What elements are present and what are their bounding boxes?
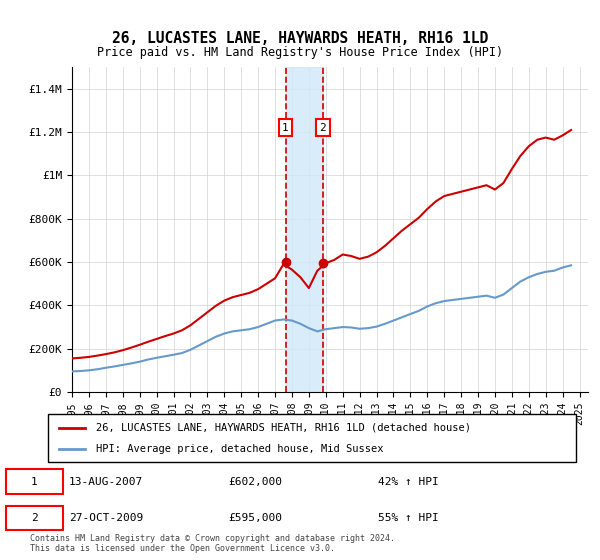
Text: 26, LUCASTES LANE, HAYWARDS HEATH, RH16 1LD: 26, LUCASTES LANE, HAYWARDS HEATH, RH16 … [112, 31, 488, 46]
Text: 2: 2 [31, 513, 38, 523]
Text: Contains HM Land Registry data © Crown copyright and database right 2024.
This d: Contains HM Land Registry data © Crown c… [30, 534, 395, 553]
Text: £595,000: £595,000 [228, 513, 282, 523]
Bar [286, 67, 323, 392]
Text: 26, LUCASTES LANE, HAYWARDS HEATH, RH16 1LD (detached house): 26, LUCASTES LANE, HAYWARDS HEATH, RH16 … [95, 423, 470, 433]
Text: £602,000: £602,000 [228, 477, 282, 487]
Text: 2: 2 [320, 123, 326, 133]
Text: 1: 1 [282, 123, 289, 133]
FancyBboxPatch shape [6, 506, 63, 530]
Text: HPI: Average price, detached house, Mid Sussex: HPI: Average price, detached house, Mid … [95, 444, 383, 454]
FancyBboxPatch shape [48, 414, 576, 462]
FancyBboxPatch shape [6, 469, 63, 494]
Text: 27-OCT-2009: 27-OCT-2009 [69, 513, 143, 523]
Text: 1: 1 [31, 477, 38, 487]
Text: 55% ↑ HPI: 55% ↑ HPI [378, 513, 439, 523]
Text: 42% ↑ HPI: 42% ↑ HPI [378, 477, 439, 487]
Text: Price paid vs. HM Land Registry's House Price Index (HPI): Price paid vs. HM Land Registry's House … [97, 46, 503, 59]
Text: 13-AUG-2007: 13-AUG-2007 [69, 477, 143, 487]
